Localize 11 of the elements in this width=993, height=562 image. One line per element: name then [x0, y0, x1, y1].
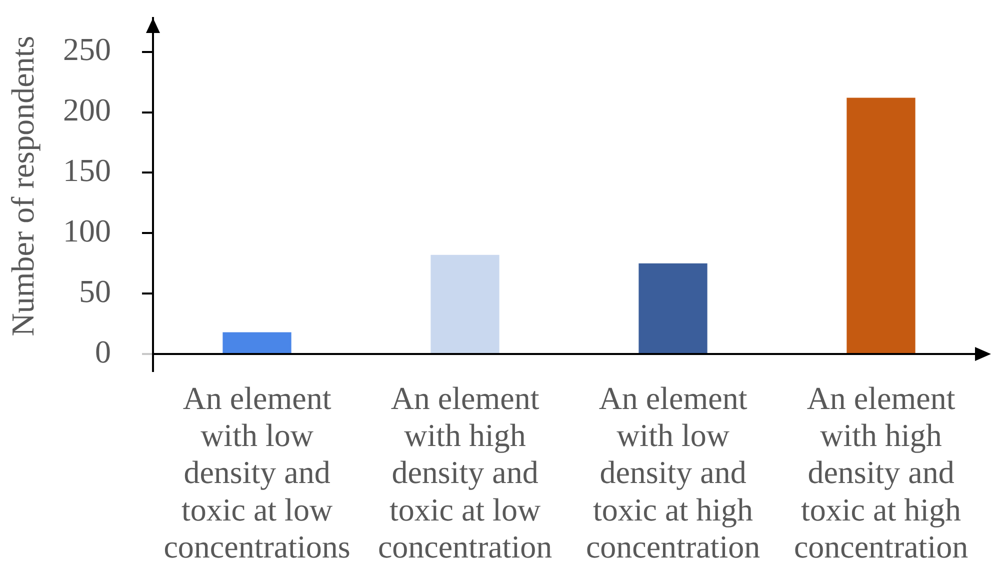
y-tick-label: 250	[63, 31, 111, 68]
y-tick-label: 200	[63, 92, 111, 128]
y-tick-label: 0	[95, 333, 111, 370]
x-tick-label: An element with low density and toxic at high concentration	[586, 380, 760, 562]
x-tick-label: An element with high density and toxic at high concentration	[794, 380, 968, 562]
y-tick-label: 50	[79, 272, 111, 309]
y-tick-label: 150	[63, 152, 111, 188]
y-axis-title: Number of respondents	[4, 36, 41, 336]
x-tick-label: An element with low density and toxic at low concentrations	[164, 380, 350, 562]
x-tick-label: An element with high density and toxic at low concentration	[378, 380, 552, 562]
y-tick-label: 100	[63, 212, 111, 249]
